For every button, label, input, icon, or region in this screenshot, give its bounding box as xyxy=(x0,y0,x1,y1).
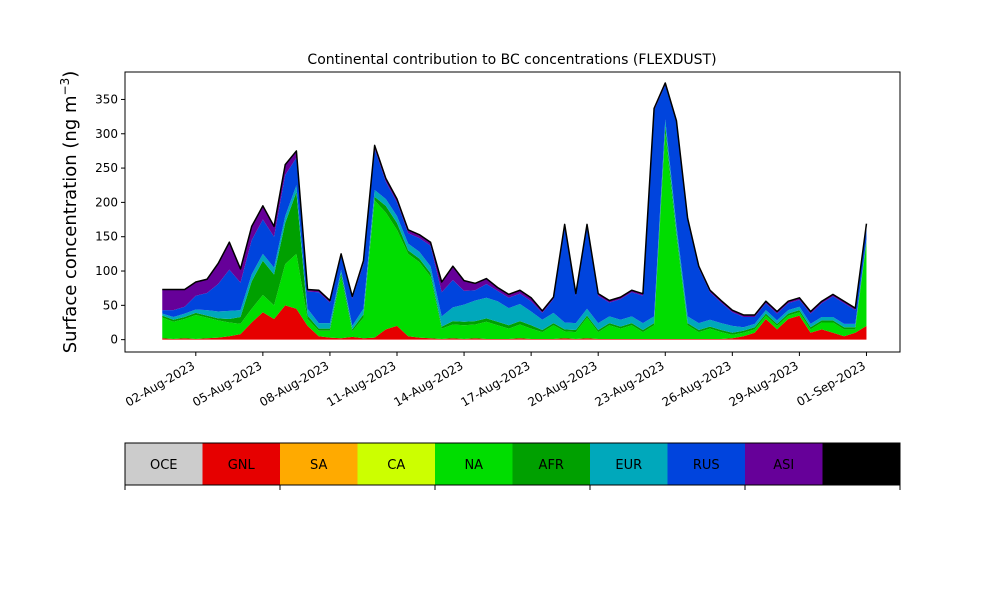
legend-swatch-aus xyxy=(822,443,900,485)
legend-frame xyxy=(124,442,901,486)
y-tick-label: 300 xyxy=(95,127,118,141)
x-tick-label: 02-Aug-2023 xyxy=(123,358,197,409)
legend-label-ca: CA xyxy=(387,458,405,473)
legend-label-gnl: GNL xyxy=(228,458,256,473)
legend-label-afr: AFR xyxy=(539,458,564,473)
legend-swatch-ca xyxy=(357,443,435,485)
chart-title: Continental contribution to BC concentra… xyxy=(307,52,716,68)
y-axis-label: Surface concentration (ng m−3) xyxy=(58,71,81,354)
legend-swatch-rus xyxy=(667,443,745,485)
x-axis-ticks: 02-Aug-202305-Aug-202308-Aug-202311-Aug-… xyxy=(123,352,868,409)
x-tick-label: 14-Aug-2023 xyxy=(391,358,465,409)
total-concentration-line xyxy=(162,82,868,316)
legend-swatch-eur xyxy=(590,443,668,485)
y-tick-label: 50 xyxy=(103,298,118,312)
y-tick-label: 250 xyxy=(95,161,118,175)
y-tick-label: 350 xyxy=(95,92,118,106)
area-series-gnl xyxy=(162,305,867,340)
y-tick-label: 100 xyxy=(95,264,118,278)
x-tick-label: 11-Aug-2023 xyxy=(324,358,398,409)
legend-swatch-oce xyxy=(125,443,203,485)
legend-label-na: NA xyxy=(464,458,483,473)
legend-swatch-afr xyxy=(512,443,590,485)
y-tick-label: 200 xyxy=(95,195,118,209)
legend-swatch-na xyxy=(435,443,513,485)
y-axis-label-close: ) xyxy=(60,71,81,78)
legend-label-aus: AUS xyxy=(848,458,875,473)
x-tick-label: 05-Aug-2023 xyxy=(190,358,264,409)
y-axis-ticks: 0 50 100 150 200 250 300 350 xyxy=(95,92,125,347)
x-tick-label: 23-Aug-2023 xyxy=(593,358,667,409)
y-axis-label-main: Surface concentration (ng m xyxy=(60,95,81,353)
y-axis-label-sup: −3 xyxy=(58,78,72,96)
stacked-areas xyxy=(162,82,867,340)
x-tick-label: 26-Aug-2023 xyxy=(660,358,734,409)
legend-colorbar: OCE GNL SA CA NA AFR EUR RUS ASI AUS xyxy=(124,442,901,490)
legend-label-oce: OCE xyxy=(150,458,178,473)
x-tick-label: 17-Aug-2023 xyxy=(458,358,532,409)
area-series-eur xyxy=(162,119,867,333)
x-tick-label: 08-Aug-2023 xyxy=(257,358,331,409)
y-tick-label: 0 xyxy=(110,333,118,347)
area-series-rus xyxy=(162,85,867,328)
y-tick-label: 150 xyxy=(95,230,118,244)
legend-label-rus: RUS xyxy=(693,458,720,473)
x-tick-label: 01-Sep-2023 xyxy=(794,358,868,409)
plot-frame xyxy=(124,71,901,353)
total-line-layer xyxy=(162,82,868,316)
legend-label-asi: ASI xyxy=(773,458,794,473)
x-tick-label: 29-Aug-2023 xyxy=(727,358,801,409)
legend-swatch-gnl xyxy=(202,443,280,485)
legend-swatch-sa xyxy=(280,443,358,485)
legend-swatch-asi xyxy=(745,443,823,485)
legend-label-eur: EUR xyxy=(615,458,642,473)
legend-label-sa: SA xyxy=(310,458,327,473)
x-tick-label: 20-Aug-2023 xyxy=(525,358,599,409)
